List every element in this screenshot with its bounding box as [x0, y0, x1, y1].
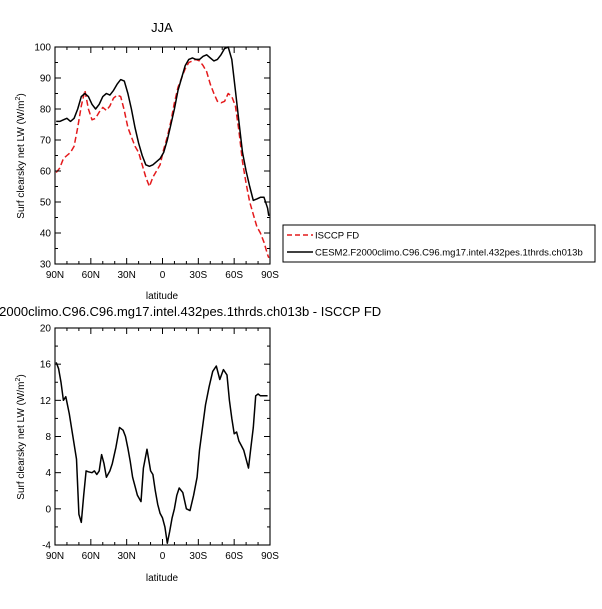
- top-y-axis-label-close: ): [16, 93, 27, 96]
- bottom-y-tick-label: 4: [45, 468, 51, 479]
- bottom-y-tick-label: 16: [40, 360, 52, 371]
- top-y-axis-label: Surf clearsky net LW (W/m2): [15, 93, 27, 218]
- top-x-tick-label: 0: [160, 270, 166, 281]
- bottom-x-tick-label: 30N: [117, 551, 135, 562]
- legend: ISCCP FD CESM2.F2000climo.C96.C96.mg17.i…: [282, 224, 596, 263]
- top-y-tick-label: 50: [40, 198, 52, 209]
- top-x-tick-label: 60S: [225, 270, 243, 281]
- top-x-tick-label: 60N: [82, 270, 100, 281]
- bottom-y-tick-label: 12: [40, 396, 52, 407]
- bottom-y-axis-label-main: Surf clearsky net LW (W/m: [16, 382, 27, 500]
- legend-label-isccp: ISCCP FD: [315, 231, 359, 242]
- top-y-tick-label: 90: [40, 74, 52, 85]
- bottom-chart-title: CESM2.F2000climo.C96.C96.mg17.intel.432p…: [0, 304, 381, 319]
- bottom-y-tick-label: 20: [40, 324, 52, 335]
- bottom-axes: 90N 60N 30N 0 30S 60S 90S -4 0 4 8 12 16 20: [40, 324, 279, 563]
- top-x-tick-label: 90S: [261, 270, 279, 281]
- bottom-x-tick-label: 60S: [225, 551, 243, 562]
- bottom-x-tick-label: 60N: [82, 551, 100, 562]
- bottom-panel: CESM2.F2000climo.C96.C96.mg17.intel.432p…: [0, 304, 381, 584]
- top-series-line-cesm2: [56, 46, 270, 217]
- top-x-tick-label: 90N: [46, 270, 64, 281]
- top-panel: JJA 90N 60N 30N 0 30S 60S 90S 30 40 50 60 70 80 90 100…: [15, 20, 596, 302]
- bottom-x-tick-label: 30S: [189, 551, 207, 562]
- bottom-series-layer: [55, 362, 268, 544]
- top-series-layer: [55, 46, 270, 259]
- top-x-tick-label: 30N: [117, 270, 135, 281]
- legend-box: [282, 224, 596, 263]
- top-axes: 90N 60N 30N 0 30S 60S 90S 30 40 50 60 70 80 90 100: [34, 43, 279, 282]
- bottom-x-axis-label: latitude: [146, 573, 179, 584]
- bottom-y-tick-label: 0: [45, 504, 51, 515]
- bottom-x-tick-label: 90N: [46, 551, 64, 562]
- top-y-tick-label: 30: [40, 260, 52, 271]
- top-x-tick-label: 30S: [189, 270, 207, 281]
- bottom-y-axis-label-close: ): [16, 374, 27, 377]
- bottom-series-line-cesm2: [55, 362, 268, 544]
- bottom-x-tick-label: 90S: [261, 551, 279, 562]
- top-x-axis-label: latitude: [146, 291, 179, 302]
- bottom-y-axis-label-sup: 2: [15, 378, 22, 382]
- legend-label-cesm2: CESM2.F2000climo.C96.C96.mg17.intel.432p…: [315, 248, 583, 259]
- top-y-axis-label-sup: 2: [15, 97, 22, 101]
- bottom-y-axis-label: Surf clearsky net LW (W/m2): [15, 374, 27, 499]
- bottom-x-tick-label: 0: [160, 551, 166, 562]
- top-series-line-isccp: [55, 58, 270, 259]
- bottom-y-tick-label: -4: [42, 541, 51, 552]
- top-chart-title: JJA: [151, 20, 173, 35]
- bottom-y-tick-label: 8: [45, 432, 51, 443]
- top-y-tick-label: 40: [40, 229, 52, 240]
- top-y-tick-label: 60: [40, 167, 52, 178]
- top-y-axis-label-main: Surf clearsky net LW (W/m: [16, 101, 27, 219]
- top-y-tick-label: 80: [40, 105, 52, 116]
- top-y-tick-label: 70: [40, 136, 52, 147]
- top-y-tick-label: 100: [34, 43, 51, 54]
